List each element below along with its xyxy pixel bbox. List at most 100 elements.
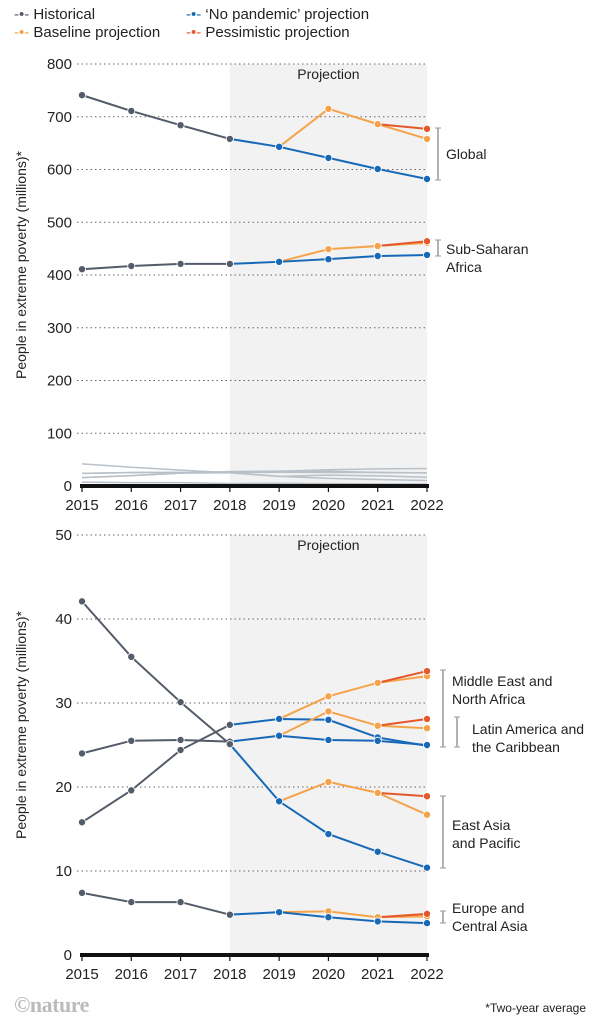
series-east-asia-and-pacific: East Asia and Pacific xyxy=(78,597,520,872)
y-tick-label: 200 xyxy=(47,373,72,390)
historical-point xyxy=(225,259,234,268)
baseline-point xyxy=(324,777,333,786)
no-pandemic-point xyxy=(422,741,431,750)
baseline-point xyxy=(422,724,431,733)
historical-point xyxy=(127,262,136,271)
pessimistic-point xyxy=(422,667,431,676)
historical-point xyxy=(225,720,234,729)
x-tick-label: 2015 xyxy=(65,966,98,983)
no-pandemic-point xyxy=(324,735,333,744)
no-pandemic-point xyxy=(422,863,431,872)
no-pandemic-point xyxy=(324,153,333,162)
pessimistic-point xyxy=(422,124,431,133)
historical-line xyxy=(81,738,230,755)
y-axis-label: People in extreme poverty (millions)* xyxy=(13,150,29,379)
historical-point xyxy=(78,818,87,827)
chart-panel-1: Projection 0 100 200 300 400 500 600 700 800 2015 2… xyxy=(13,56,529,514)
baseline-line xyxy=(279,910,428,919)
y-tick-label: 500 xyxy=(47,214,72,231)
baseline-line xyxy=(278,107,428,148)
historical-point xyxy=(127,106,136,115)
y-tick-label: 40 xyxy=(55,611,72,628)
projection-shading xyxy=(229,535,427,955)
historical-point xyxy=(225,910,234,919)
y-tick-label: 300 xyxy=(47,320,72,337)
regional-background-line xyxy=(81,481,428,485)
legend-item-baseline: -•- Baseline projection xyxy=(14,24,161,41)
pessimistic-line xyxy=(377,123,428,130)
baseline-line xyxy=(278,675,428,720)
x-tick-label: 2016 xyxy=(115,966,148,983)
y-tick-label: 600 xyxy=(47,162,72,179)
legend-item-pessimistic: -•- Pessimistic projection xyxy=(186,24,350,41)
baseline-point xyxy=(373,721,382,730)
y-tick-label: 400 xyxy=(47,267,72,284)
no-pandemic-point xyxy=(324,715,333,724)
x-tick-label: 2017 xyxy=(164,966,197,983)
legend-item-no-pandemic: -•- ‘No pandemic’ projection xyxy=(186,6,370,23)
y-axis-label: People in extreme poverty (millions)* xyxy=(13,610,29,839)
chart-panel-2: Projection 0 10 20 30 40 50 2015 2016 2017 2018 201… xyxy=(13,527,584,983)
region-label: Sub-Saharan Africa xyxy=(446,241,529,275)
no-pandemic-point xyxy=(275,797,284,806)
no-pandemic-point xyxy=(324,913,333,922)
region-label-line: Global xyxy=(446,146,486,162)
no-pandemic-point xyxy=(373,736,382,745)
footnote: *Two-year average xyxy=(485,1001,586,1015)
pessimistic-line xyxy=(377,912,428,919)
historical-point xyxy=(78,888,87,897)
y-tick-label: 20 xyxy=(55,779,72,796)
y-tick-label: 0 xyxy=(64,478,72,495)
baseline-point xyxy=(373,788,382,797)
x-tick-label: 2022 xyxy=(410,966,443,983)
regional-background-line xyxy=(81,472,428,479)
legend-item-historical: -•- Historical xyxy=(14,6,96,23)
historical-point xyxy=(78,597,87,606)
no-pandemic-point xyxy=(275,908,284,917)
no-pandemic-point xyxy=(275,714,284,723)
regional-background-line xyxy=(81,467,428,475)
no-pandemic-point xyxy=(324,255,333,264)
region-label-line: Central Asia xyxy=(452,918,528,934)
y-tick-label: 0 xyxy=(64,947,72,964)
historical-point xyxy=(176,746,185,755)
series-middle-east-and-north-africa: Middle East and North Africa xyxy=(78,667,552,827)
region-label-line: Africa xyxy=(446,259,482,275)
historical-point xyxy=(127,786,136,795)
historical-point xyxy=(225,134,234,143)
historical-point xyxy=(176,698,185,707)
legend-marker-historical: -•- xyxy=(14,6,34,23)
region-label: Global xyxy=(446,146,486,162)
pessimistic-point xyxy=(422,237,431,246)
baseline-point xyxy=(373,678,382,687)
x-tick-label: 2020 xyxy=(312,966,345,983)
y-tick-label: 30 xyxy=(55,695,72,712)
no-pandemic-point xyxy=(324,830,333,839)
x-tick-label: 2021 xyxy=(361,966,394,983)
no-pandemic-point xyxy=(275,142,284,151)
historical-line xyxy=(81,94,231,140)
pessimistic-point xyxy=(422,792,431,801)
series-sub-saharan-africa: Sub-Saharan Africa xyxy=(78,237,529,275)
legend-marker-pessimistic: -•- xyxy=(186,24,206,41)
x-tick-label: 2015 xyxy=(65,497,98,514)
baseline-point xyxy=(324,104,333,113)
no-pandemic-point xyxy=(422,919,431,928)
x-tick-label: 2019 xyxy=(262,966,295,983)
region-label: Middle East and North Africa xyxy=(452,673,552,707)
x-tick-label: 2022 xyxy=(410,497,443,514)
historical-point xyxy=(78,91,87,100)
historical-line xyxy=(81,262,230,271)
historical-point xyxy=(225,740,234,749)
nature-logo: ©nature xyxy=(14,992,89,1017)
y-tick-label: 50 xyxy=(55,527,72,544)
series-europe-and-central-asia: Europe and Central Asia xyxy=(78,888,528,934)
region-label-line: Latin America and xyxy=(472,721,584,737)
x-tick-label: 2016 xyxy=(115,497,148,514)
no-pandemic-point xyxy=(422,250,431,259)
x-tick-label: 2018 xyxy=(213,497,246,514)
legend-marker-no-pandemic: -•- xyxy=(186,6,206,23)
historical-point xyxy=(127,898,136,907)
region-label-line: East Asia xyxy=(452,817,511,833)
